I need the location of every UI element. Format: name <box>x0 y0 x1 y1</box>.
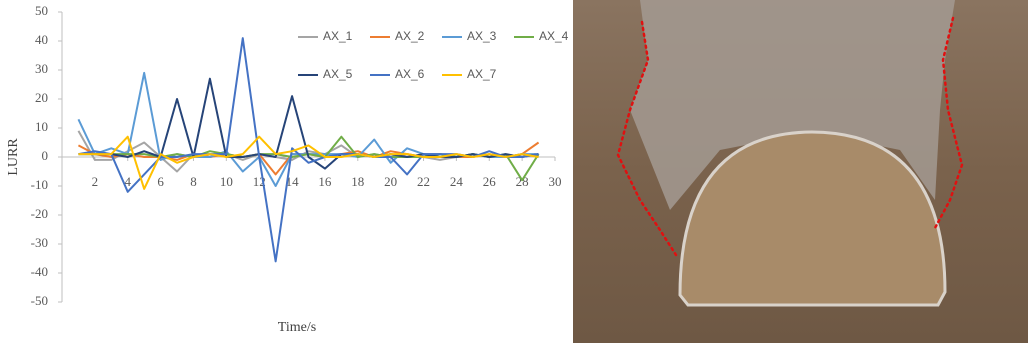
x-tick-label: 2 <box>92 174 99 189</box>
x-axis-label: Time/s <box>278 320 316 335</box>
y-tick-label: -10 <box>31 177 48 192</box>
legend-label: AX_7 <box>467 67 497 81</box>
series-line <box>78 73 538 186</box>
x-tick-label: 6 <box>157 174 164 189</box>
legend-label: AX_1 <box>323 29 353 43</box>
legend-label: AX_5 <box>323 67 353 81</box>
legend-label: AX_4 <box>539 29 569 43</box>
y-tick-label: 0 <box>42 148 49 163</box>
x-tick-label: 10 <box>220 174 233 189</box>
y-tick-label: 10 <box>35 119 48 134</box>
x-tick-label: 22 <box>417 174 430 189</box>
x-tick-label: 8 <box>190 174 197 189</box>
x-tick-label: 28 <box>516 174 529 189</box>
x-tick-label: 30 <box>549 174 562 189</box>
figure: LURR Time/s -50 -40 -30 -20 -10 0 10 20 30 40 50 24… <box>0 0 1028 343</box>
y-tick-label: -50 <box>31 293 48 308</box>
x-tick-label: 24 <box>450 174 464 189</box>
legend-label: AX_3 <box>467 29 497 43</box>
y-tick-label: -40 <box>31 264 48 279</box>
x-tick-label: 20 <box>384 174 397 189</box>
y-tick-label: -30 <box>31 235 48 250</box>
series-line <box>78 131 538 172</box>
y-tick-label: 40 <box>35 32 48 47</box>
x-tick-label: 26 <box>483 174 497 189</box>
y-tick-label: 20 <box>35 90 48 105</box>
y-tick-label: 30 <box>35 61 48 76</box>
y-axis-label: LURR <box>6 138 21 176</box>
y-tick-label: -20 <box>31 206 48 221</box>
series-line <box>78 137 538 181</box>
x-tick-label: 16 <box>318 174 332 189</box>
y-tick-label: 50 <box>35 3 48 18</box>
legend-label: AX_2 <box>395 29 425 43</box>
legend-label: AX_6 <box>395 67 425 81</box>
photo <box>573 0 1028 343</box>
x-tick-label: 18 <box>351 174 364 189</box>
